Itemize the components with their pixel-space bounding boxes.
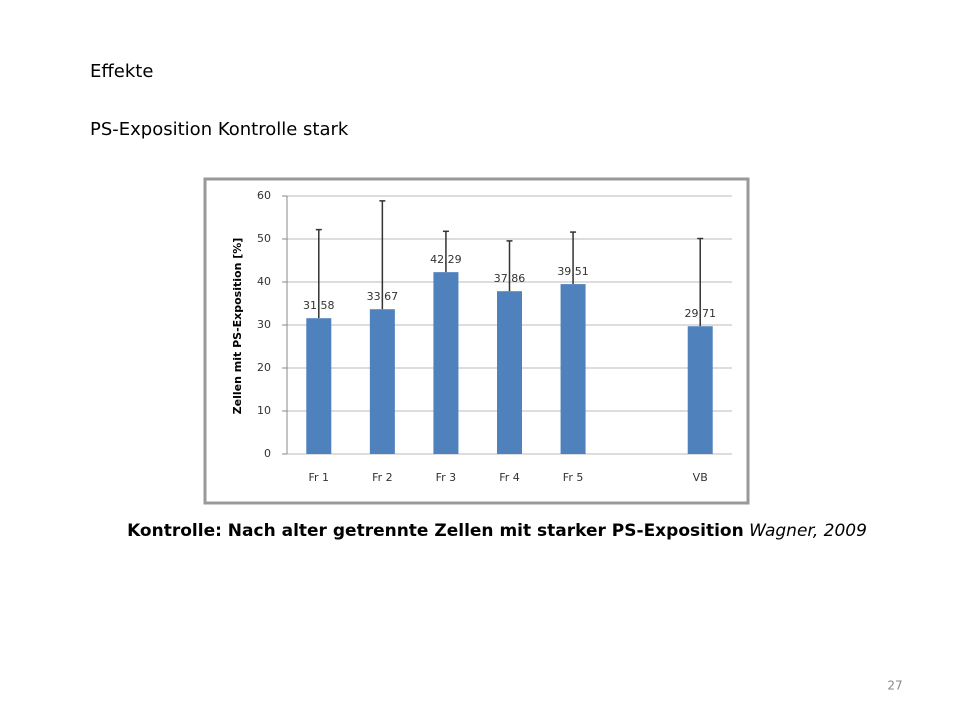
bar — [560, 284, 586, 454]
subheading: PS-Exposition Kontrolle stark — [90, 119, 349, 140]
y-tick-label: 0 — [264, 447, 271, 460]
value-label: 29,71 — [684, 307, 716, 320]
value-label: 39,51 — [557, 265, 589, 278]
y-tick-label: 60 — [257, 189, 271, 202]
y-tick-label: 10 — [257, 404, 271, 417]
heading: Effekte — [90, 61, 153, 82]
y-tick-label: 40 — [257, 275, 271, 288]
x-tick-label: VB — [693, 471, 708, 484]
caption: Kontrolle: Nach alter getrennte Zellen m… — [127, 521, 867, 541]
x-tick-label: Fr 5 — [563, 471, 584, 484]
value-label: 37,86 — [494, 272, 526, 285]
value-label: 42,29 — [430, 253, 462, 266]
y-axis-label: Zellen mit PS-Exposition [%] — [231, 238, 244, 415]
value-label: 33,67 — [367, 290, 399, 303]
bar — [497, 291, 522, 454]
x-tick-label: Fr 2 — [372, 471, 393, 484]
x-tick-label: Fr 4 — [499, 471, 520, 484]
caption-text: Kontrolle: Nach alter getrennte Zellen m… — [127, 521, 744, 541]
page-number: 27 — [887, 679, 902, 693]
x-tick-label: Fr 1 — [309, 471, 330, 484]
chart-frame — [203, 177, 750, 505]
value-label: 31,58 — [303, 299, 335, 312]
bar — [369, 309, 395, 454]
y-tick-label: 30 — [257, 318, 271, 331]
bar — [687, 326, 713, 454]
x-tick-label: Fr 3 — [436, 471, 457, 484]
bar — [306, 318, 332, 454]
y-tick-label: 50 — [257, 232, 271, 245]
y-tick-label: 20 — [257, 361, 271, 374]
bar — [433, 272, 459, 454]
caption-source: Wagner, 2009 — [749, 521, 867, 541]
